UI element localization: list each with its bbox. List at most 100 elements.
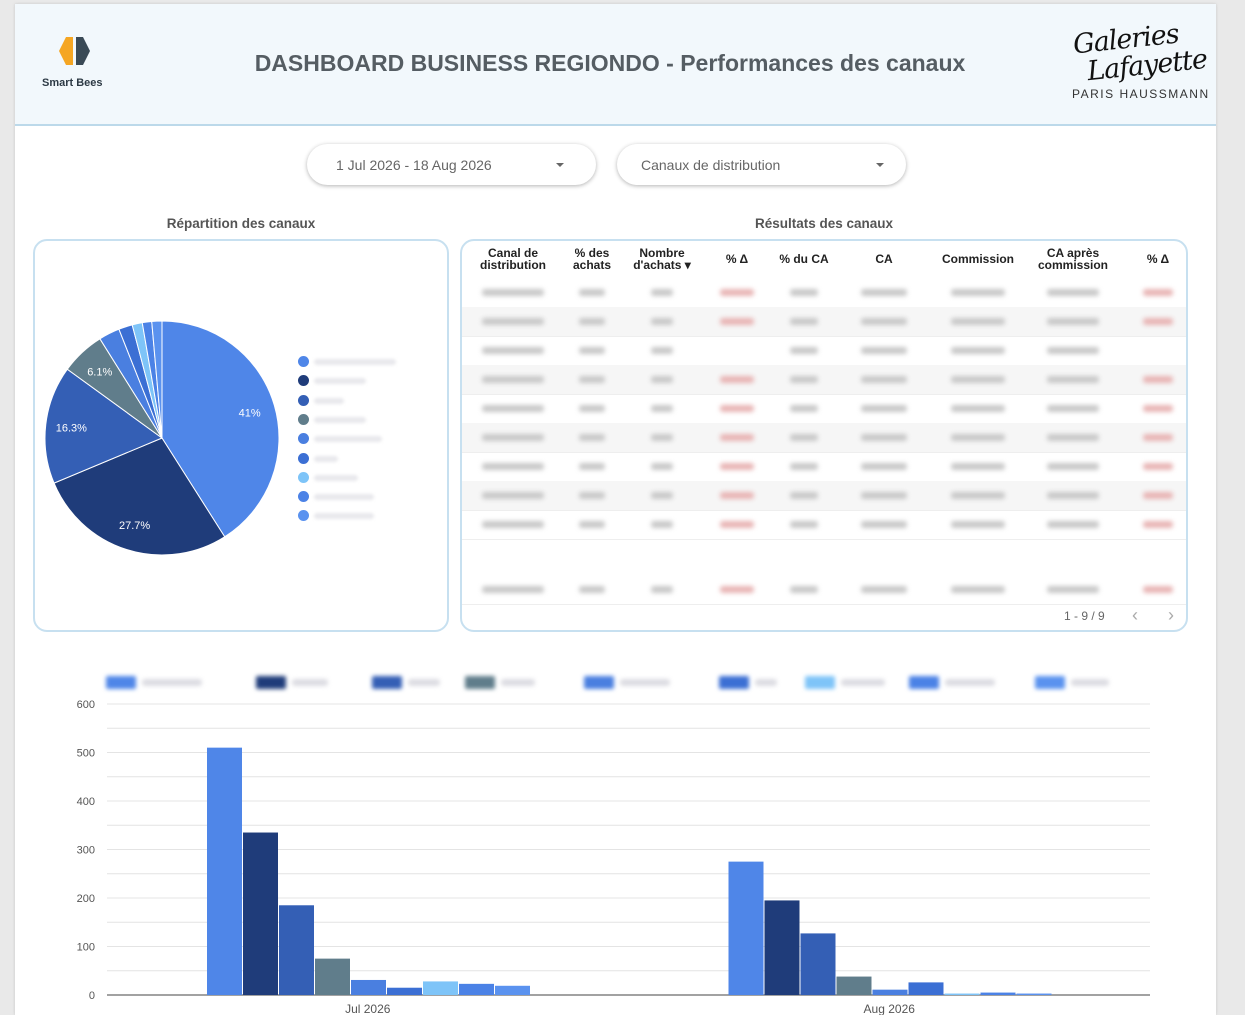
legend-dot-icon xyxy=(298,510,309,522)
legend-label-redacted xyxy=(314,436,382,443)
y-tick-label: 200 xyxy=(77,893,95,905)
smartbees-logo-text: Smart Bees xyxy=(42,77,103,89)
table-cell-redacted xyxy=(579,405,605,412)
table-cell-redacted xyxy=(1047,521,1099,528)
table-cell-redacted xyxy=(1047,405,1099,412)
table-cell-redacted xyxy=(482,318,544,325)
table-cell-redacted xyxy=(720,586,754,593)
table-cell-redacted xyxy=(1047,586,1099,593)
bar[interactable] xyxy=(279,905,314,995)
table-cell-redacted xyxy=(482,376,544,383)
table-cell-redacted xyxy=(951,318,1005,325)
table-cell-redacted xyxy=(720,521,754,528)
y-tick-label: 100 xyxy=(77,942,95,954)
legend-label-redacted xyxy=(314,397,344,404)
table-cell-redacted xyxy=(951,347,1005,354)
chevron-down-icon xyxy=(876,163,884,167)
table-cell-redacted xyxy=(651,521,673,528)
table-cell-redacted xyxy=(651,376,673,383)
table-cell-redacted xyxy=(861,318,907,325)
bar[interactable] xyxy=(836,976,872,995)
table-cell-redacted xyxy=(720,463,754,470)
table-cell-redacted xyxy=(482,521,544,528)
table-row xyxy=(462,452,1186,482)
table-cell-redacted xyxy=(482,434,544,441)
table-cell-redacted xyxy=(1047,318,1099,325)
table-cell-redacted xyxy=(1143,405,1173,412)
date-range-picker[interactable]: 1 Jul 2026 - 18 Aug 2026 xyxy=(307,144,596,185)
table-row xyxy=(462,278,1186,308)
bar[interactable] xyxy=(207,747,242,995)
pie-slice-label: 16.3% xyxy=(56,422,87,434)
bar[interactable] xyxy=(351,979,386,995)
table-cell-redacted xyxy=(579,376,605,383)
bar[interactable] xyxy=(944,993,980,995)
legend-label-redacted xyxy=(314,513,374,520)
table-cell-redacted xyxy=(651,347,673,354)
table-column-header[interactable]: Nombre d'achats ▾ xyxy=(633,246,691,272)
table-column-header[interactable]: Canal de distribution xyxy=(480,246,546,272)
bar[interactable] xyxy=(387,987,422,995)
table-column-header[interactable]: Commission xyxy=(941,252,1014,266)
table-cell-redacted xyxy=(951,586,1005,593)
table-column-header[interactable]: CA xyxy=(875,252,893,266)
bar[interactable] xyxy=(459,983,494,995)
table-cell-redacted xyxy=(790,492,818,499)
next-page-icon[interactable]: › xyxy=(1168,605,1174,625)
table-cell-redacted xyxy=(651,586,673,593)
legend-dot-icon xyxy=(298,375,309,387)
legend-swatch-icon xyxy=(372,676,402,689)
table-row xyxy=(462,336,1186,366)
bar[interactable] xyxy=(243,832,278,995)
legend-dot-icon xyxy=(298,433,309,445)
legend-dot-icon xyxy=(298,452,309,464)
pie-panel: 41% 27.7% 16.3% 6.1% xyxy=(33,239,449,632)
table-cell-redacted xyxy=(1047,434,1099,441)
smartbees-logo: Smart Bees xyxy=(39,36,113,96)
pie-slice[interactable] xyxy=(151,320,163,439)
bar[interactable] xyxy=(728,861,764,995)
table-cell-redacted xyxy=(861,586,907,593)
bar[interactable] xyxy=(872,989,908,995)
legend-label-redacted xyxy=(314,378,366,385)
table-cell-redacted xyxy=(720,434,754,441)
table-column-header[interactable]: % Δ xyxy=(1146,252,1170,266)
bar[interactable] xyxy=(315,958,350,995)
pagination-label: 1 - 9 / 9 xyxy=(1064,609,1105,623)
y-tick-label: 500 xyxy=(77,748,95,760)
results-table-panel: Canal de distribution % des achats Nombre d'a… xyxy=(460,239,1188,632)
legend-swatch-icon xyxy=(805,676,835,689)
legend-label-redacted xyxy=(314,494,374,501)
bar[interactable] xyxy=(764,900,800,995)
bar[interactable] xyxy=(1016,993,1052,995)
table-cell-redacted xyxy=(579,318,605,325)
bar[interactable] xyxy=(495,985,530,995)
legend-label-redacted xyxy=(142,679,202,686)
table-total-row xyxy=(462,575,1186,605)
bar[interactable] xyxy=(423,981,458,995)
table-cell-redacted xyxy=(861,434,907,441)
table-cell-redacted xyxy=(482,347,544,354)
table-column-header[interactable]: CA après commission xyxy=(1037,246,1109,272)
table-column-header[interactable]: % des achats xyxy=(572,246,612,272)
table-column-header[interactable]: % Δ xyxy=(725,252,749,266)
table-row xyxy=(462,307,1186,337)
table-cell-redacted xyxy=(651,289,673,296)
table-cell-redacted xyxy=(951,492,1005,499)
table-cell-redacted xyxy=(720,405,754,412)
bar[interactable] xyxy=(800,933,836,995)
channel-filter-dropdown[interactable]: Canaux de distribution xyxy=(617,144,906,185)
legend-label-redacted xyxy=(314,455,338,462)
prev-page-icon[interactable]: ‹ xyxy=(1132,605,1138,625)
pie-slice[interactable] xyxy=(44,368,164,484)
pie-slice[interactable] xyxy=(53,437,226,556)
pie-slice[interactable] xyxy=(161,320,280,538)
table-cell-redacted xyxy=(651,463,673,470)
bar[interactable] xyxy=(908,982,944,995)
bar[interactable] xyxy=(980,992,1016,995)
legend-swatch-icon xyxy=(465,676,495,689)
table-cell-redacted xyxy=(579,492,605,499)
table-cell-redacted xyxy=(861,347,907,354)
table-cell-redacted xyxy=(1143,463,1173,470)
table-column-header[interactable]: % du CA xyxy=(779,252,829,266)
